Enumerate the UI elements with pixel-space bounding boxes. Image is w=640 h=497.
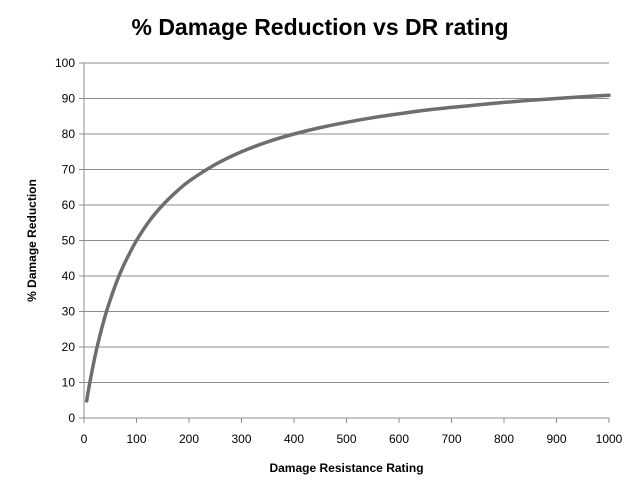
x-tick-label: 0 bbox=[81, 432, 88, 446]
y-tick-label: 40 bbox=[62, 269, 76, 283]
x-tick-label: 400 bbox=[284, 432, 304, 446]
y-tick-label: 90 bbox=[62, 92, 76, 106]
series-line bbox=[84, 93, 611, 403]
y-tick-label: 50 bbox=[62, 234, 76, 248]
x-tick-label: 500 bbox=[336, 432, 356, 446]
y-tick-label: 30 bbox=[62, 305, 76, 319]
y-tick-label: 80 bbox=[62, 127, 76, 141]
y-tick-label: 70 bbox=[62, 163, 76, 177]
x-tick-label: 600 bbox=[389, 432, 409, 446]
y-tick-label: 100 bbox=[55, 56, 75, 70]
x-tick-label: 300 bbox=[231, 432, 251, 446]
y-axis-label: % Damage Reduction bbox=[25, 179, 39, 302]
x-tick-label: 900 bbox=[546, 432, 566, 446]
x-tick-label: 700 bbox=[441, 432, 461, 446]
y-tick-label: 20 bbox=[62, 340, 76, 354]
x-tick-label: 800 bbox=[494, 432, 514, 446]
y-tick-label: 60 bbox=[62, 198, 76, 212]
x-axis-label: Damage Resistance Rating bbox=[269, 461, 423, 475]
x-tick-label: 1000 bbox=[596, 432, 623, 446]
x-tick-label: 100 bbox=[126, 432, 146, 446]
chart-title: % Damage Reduction vs DR rating bbox=[131, 14, 509, 40]
y-tick-label: 10 bbox=[62, 376, 76, 390]
x-tick-label: 200 bbox=[179, 432, 199, 446]
y-tick-label: 0 bbox=[68, 411, 75, 425]
